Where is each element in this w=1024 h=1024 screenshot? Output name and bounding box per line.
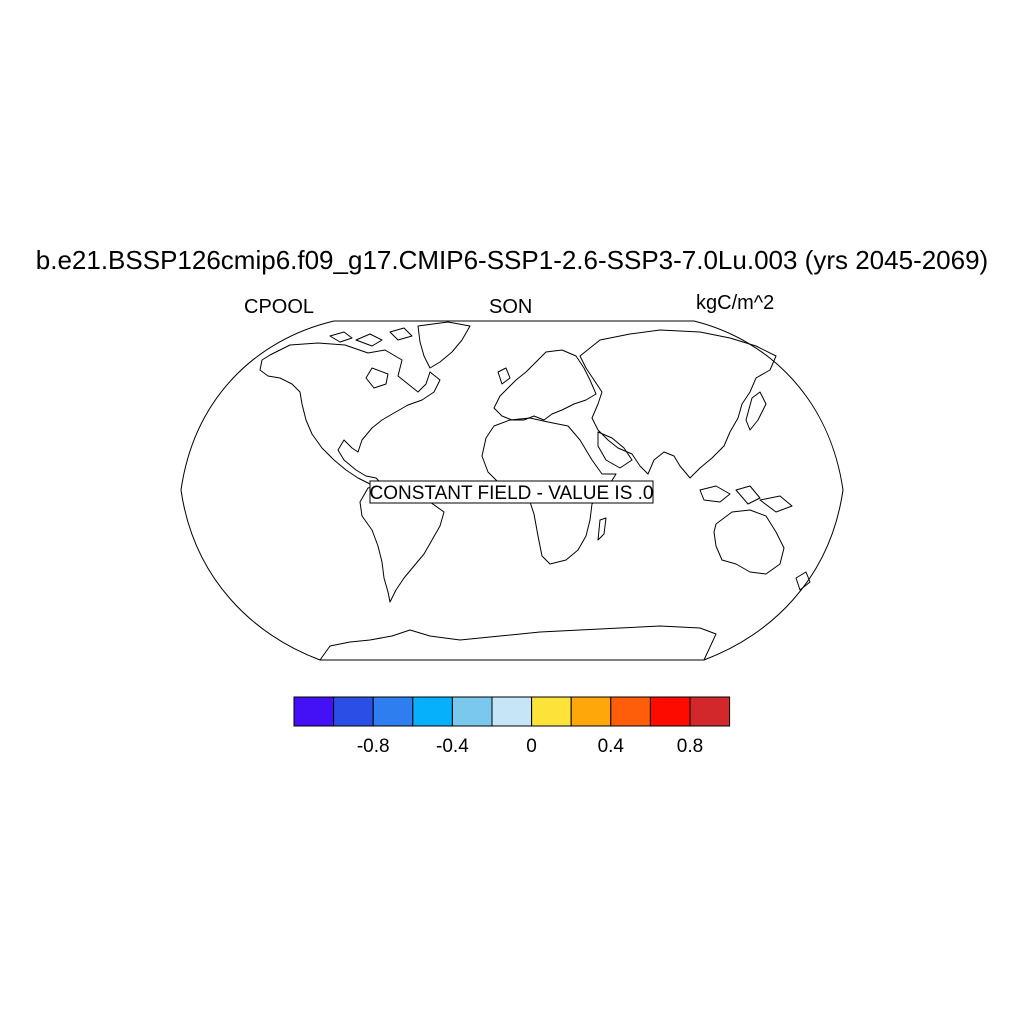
coastline-greenland [417, 321, 471, 369]
colorbar-box [531, 696, 572, 727]
coastline-australia [713, 509, 785, 575]
coastline-arctic-islands [329, 327, 413, 347]
message-box [369, 480, 654, 504]
colorbar-box [372, 696, 414, 727]
colorbar: -0.8 -0.4 0 0.4 0.8 [293, 696, 731, 757]
colorbar-tick-label: -0.4 [436, 736, 469, 757]
coastline-antarctica [319, 625, 717, 661]
units-label: kgC/m^2 [696, 292, 775, 314]
colorbar-box [689, 696, 731, 727]
season-label: SON [489, 296, 533, 318]
colorbar-tick-label: 0.4 [598, 736, 625, 757]
coastline-british-isles [497, 367, 511, 385]
coastline-new-zealand [795, 571, 811, 591]
colorbar-box [293, 696, 335, 727]
coastline-europe [493, 349, 597, 421]
colorbar-tick-label: 0 [526, 736, 537, 757]
coastline-north-america [259, 342, 441, 485]
coastline-japan [745, 391, 767, 431]
coastlines [259, 321, 811, 661]
coastline-arabia [597, 431, 633, 469]
plot-title: b.e21.BSSP126cmip6.f09_g17.CMIP6-SSP1-2.… [35, 245, 989, 275]
colorbar-tick-label: -0.8 [357, 736, 390, 757]
constant-field-message: CONSTANT FIELD - VALUE IS .0 [369, 483, 653, 504]
coastline-maritime-se-asia [699, 485, 793, 513]
coastline-hudson-bay [365, 367, 389, 389]
colorbar-box [451, 696, 493, 727]
colorbar-box [649, 696, 691, 727]
coastline-asia [579, 329, 777, 479]
map-boundary [180, 320, 844, 661]
colorbar-box [610, 696, 651, 727]
colorbar-tick-label: 0.8 [677, 736, 703, 757]
variable-label: CPOOL [244, 296, 315, 318]
colorbar-box [570, 696, 612, 727]
colorbar-box [412, 696, 453, 727]
coastline-madagascar [597, 517, 607, 541]
colorbar-box [491, 696, 533, 727]
colorbar-box [333, 696, 374, 727]
